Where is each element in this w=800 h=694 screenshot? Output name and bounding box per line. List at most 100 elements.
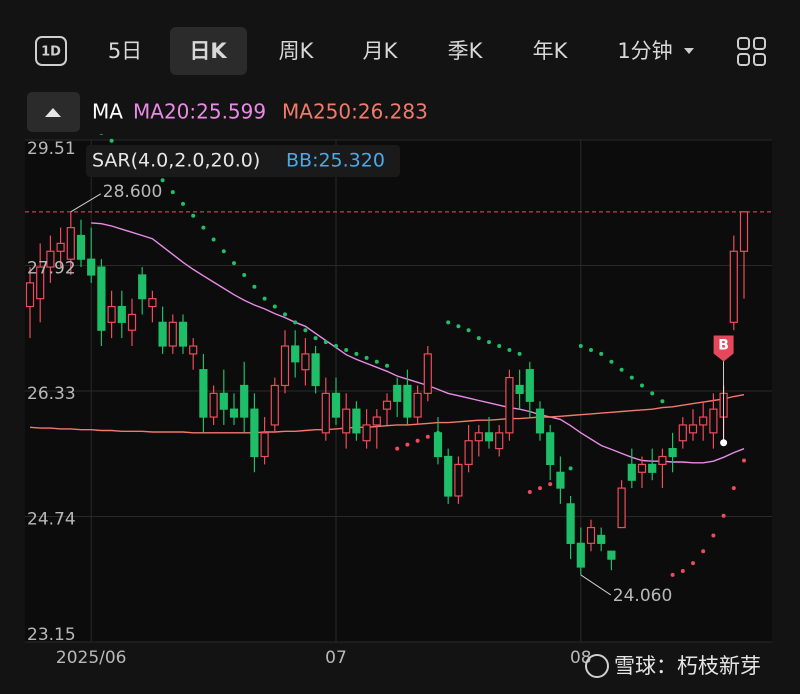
candle-body <box>505 376 514 434</box>
sar-dot <box>242 272 247 277</box>
collapse-arrow[interactable] <box>45 108 61 117</box>
sar-dot <box>262 296 267 301</box>
candle-body <box>362 424 371 442</box>
candle-body <box>46 250 55 268</box>
candle-body <box>260 432 269 458</box>
tab[interactable]: 月K <box>363 39 399 63</box>
sar-dot <box>517 351 522 356</box>
sar-dot <box>344 347 349 352</box>
candle-body <box>250 408 259 458</box>
low-label: 24.060 <box>613 586 672 606</box>
sar-dot <box>731 486 736 491</box>
candle-body <box>515 384 524 394</box>
sar-dot <box>660 399 665 404</box>
candle-body <box>342 408 351 434</box>
sar-dot <box>640 383 644 388</box>
candle-body <box>168 321 177 347</box>
ma-line <box>29 394 745 434</box>
candle-body <box>87 258 96 276</box>
sar-dot <box>456 324 461 329</box>
candle-body <box>127 313 137 331</box>
candle-body <box>148 298 157 308</box>
sar-dot <box>201 225 206 230</box>
sar-dot <box>405 442 410 447</box>
candle-body <box>678 424 687 442</box>
watermark-logo <box>585 654 609 678</box>
sar-dot <box>211 237 216 242</box>
candle-body <box>311 353 320 387</box>
candle-body <box>597 534 606 544</box>
sar-dot <box>191 213 196 218</box>
sar-dot <box>252 284 257 289</box>
candle-body <box>709 408 718 434</box>
watermark: 雪球：朽枝新芽 <box>614 654 761 678</box>
sar-dot <box>395 446 400 451</box>
day-icon[interactable]: 1D <box>41 45 61 60</box>
day-icon-frame[interactable] <box>35 36 67 66</box>
candle-body <box>454 463 463 497</box>
sar-dot <box>415 438 420 443</box>
candle-body <box>199 369 208 418</box>
dropdown-arrow <box>684 48 694 54</box>
sar-dot <box>650 391 655 396</box>
sar-dot <box>548 482 553 487</box>
candle-body <box>240 384 249 418</box>
candle-body <box>270 384 279 426</box>
candle-body <box>321 392 330 434</box>
tab[interactable]: 1分钟 <box>617 39 672 63</box>
signal-badge <box>713 335 734 362</box>
high-label: 28.600 <box>103 182 162 202</box>
sar-dot <box>487 340 491 345</box>
y-tick-label: 26.33 <box>27 384 76 404</box>
sar-dot <box>568 466 573 471</box>
legend-entry: MA20:25.599 <box>133 100 266 124</box>
x-tick-label: 2025/06 <box>56 648 127 668</box>
sar-dot <box>670 572 675 577</box>
indicator-legend: BB:25.320 <box>286 150 385 172</box>
sar-dot <box>334 344 338 349</box>
candle-body <box>138 274 147 300</box>
tab[interactable]: 5日 <box>108 39 142 63</box>
sar-dot <box>374 359 379 364</box>
candle-body <box>301 353 310 371</box>
candle-body <box>25 282 35 308</box>
tab[interactable]: 周K <box>279 39 315 63</box>
series-layer <box>25 134 772 577</box>
sar-dot <box>170 190 175 195</box>
sar-dot <box>303 328 308 333</box>
candle-body <box>219 392 228 410</box>
tab[interactable]: 日K <box>189 39 227 63</box>
sar-dot <box>283 312 287 317</box>
tab[interactable]: 年K <box>533 39 569 63</box>
candle-body <box>607 550 616 560</box>
sar-dot <box>609 359 614 364</box>
candle-body <box>97 266 106 331</box>
candle-body <box>117 305 126 323</box>
candle-body <box>617 487 626 529</box>
tab[interactable]: 季K <box>448 39 484 63</box>
y-tick-label: 23.15 <box>27 625 76 645</box>
candle-body <box>474 432 483 442</box>
candle-body <box>352 408 361 434</box>
candle-body <box>403 384 412 418</box>
candle-body <box>556 471 565 489</box>
candle-body <box>637 463 647 473</box>
candle-body <box>546 432 555 466</box>
sar-dot <box>385 363 389 368</box>
candle-body <box>280 345 290 387</box>
sar-dot <box>476 336 481 341</box>
sar-dot <box>680 568 685 573</box>
candle-body <box>36 266 45 300</box>
grid-icon[interactable] <box>737 37 766 66</box>
candle-body <box>382 400 392 410</box>
candle-body <box>739 211 749 252</box>
candle-body <box>229 408 239 418</box>
legend-entry: MA <box>92 100 123 124</box>
sar-dot <box>160 178 165 183</box>
candle-body <box>576 542 585 568</box>
sar-dot <box>538 486 542 491</box>
sar-dot <box>425 434 430 439</box>
sar-dot <box>221 249 226 254</box>
candle-body <box>699 416 708 426</box>
